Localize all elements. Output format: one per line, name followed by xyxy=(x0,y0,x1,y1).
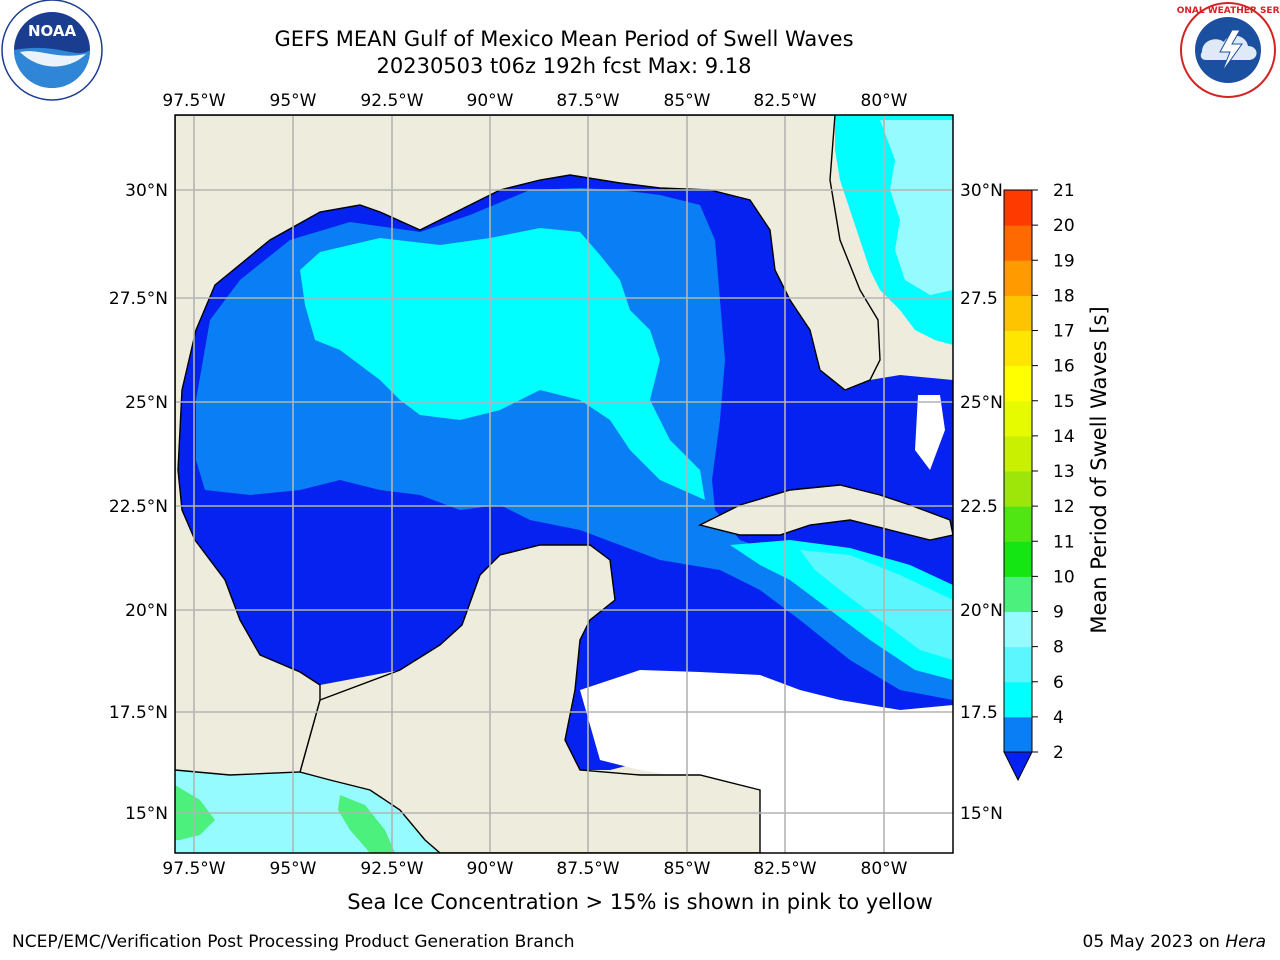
lon-label-bottom: 97.5°W xyxy=(162,859,225,879)
lon-label-bottom: 80°W xyxy=(861,859,908,879)
lon-label-top: 97.5°W xyxy=(162,91,225,111)
top-longitude-labels: 97.5°W 95°W 92.5°W 90°W 87.5°W 85°W 82.5°W 80°W xyxy=(162,91,907,111)
lon-label-bottom: 82.5°W xyxy=(753,859,816,879)
lon-label-bottom: 85°W xyxy=(664,859,711,879)
colorbar-segment xyxy=(1004,646,1032,683)
colorbar-tick-label: 10 xyxy=(1053,567,1075,587)
colorbar-tick-label: 20 xyxy=(1053,216,1075,236)
colorbar-tick-label: 11 xyxy=(1053,532,1075,552)
lon-label-top: 92.5°W xyxy=(360,91,423,111)
lat-label-right: 25°N xyxy=(960,393,1003,413)
colorbar-tick-label: 16 xyxy=(1053,357,1075,377)
colorbar-segment xyxy=(1004,190,1032,226)
colorbar-segment xyxy=(1004,716,1032,753)
lat-label-right: 30°N xyxy=(960,181,1003,201)
svg-text:NOAA: NOAA xyxy=(28,22,77,40)
lon-label-bottom: 95°W xyxy=(270,859,317,879)
colorbar-tick-label: 19 xyxy=(1053,251,1075,271)
lon-label-bottom: 90°W xyxy=(467,859,514,879)
colorbar-segment xyxy=(1004,611,1032,648)
colorbar-tick-label: 9 xyxy=(1053,603,1064,623)
lon-label-top: 90°W xyxy=(467,91,514,111)
colorbar-tick-label: 12 xyxy=(1053,497,1075,517)
colorbar-tick-label: 21 xyxy=(1053,181,1075,201)
colorbar-tick-label: 15 xyxy=(1053,392,1075,412)
colorbar-segment xyxy=(1004,541,1032,577)
colorbar-segment xyxy=(1004,330,1032,367)
lat-label-left: 15°N xyxy=(125,804,168,824)
colorbar-tick-label: 4 xyxy=(1053,708,1064,728)
colorbar-tick-label: 13 xyxy=(1053,462,1075,482)
lat-label-left: 30°N xyxy=(125,181,168,201)
lat-label-right: 20°N xyxy=(960,601,1003,621)
colorbar-segment xyxy=(1004,681,1032,718)
cuba-landmass xyxy=(697,484,953,541)
footer-credit: NCEP/EMC/Verification Post Processing Pr… xyxy=(12,932,575,952)
colorbar-tick-label: 14 xyxy=(1053,427,1075,447)
colorbar-segment xyxy=(1004,225,1032,261)
footer-machine: Hera xyxy=(1225,932,1266,952)
lat-label-right: 17.5 xyxy=(960,703,998,723)
lon-label-bottom: 87.5°W xyxy=(556,859,619,879)
colorbar-segment xyxy=(1004,260,1032,296)
colorbar-segment xyxy=(1004,471,1032,507)
footer-date: 05 May 2023 on Hera xyxy=(1083,932,1267,952)
colorbar-label: Mean Period of Swell Waves [s] xyxy=(1087,306,1111,633)
atlantic-water-period-9 xyxy=(880,120,953,295)
svg-text:NATIONAL WEATHER SERVICE: NATIONAL WEATHER SERVICE xyxy=(1176,6,1280,16)
map-gridlines xyxy=(175,115,953,853)
nws-logo: NATIONAL WEATHER SERVICE xyxy=(1176,2,1280,98)
colorbar: 2 4 6 8 9 10 11 12 13 14 15 16 17 18 19 20 21 xyxy=(1003,181,1075,782)
colorbar-segment xyxy=(1004,576,1032,612)
lon-label-top: 95°W xyxy=(270,91,317,111)
bahamas-no-data xyxy=(915,395,945,470)
lon-label-top: 80°W xyxy=(861,91,908,111)
colorbar-tick-label: 6 xyxy=(1053,673,1064,693)
bottom-longitude-labels: 97.5°W 95°W 92.5°W 90°W 87.5°W 85°W 82.5°W 80°W xyxy=(162,859,907,879)
pacific-water-period-10-b xyxy=(338,795,395,853)
colorbar-segment xyxy=(1004,435,1032,472)
noaa-logo: NOAA xyxy=(1,0,103,101)
lon-label-top: 85°W xyxy=(664,91,711,111)
colorbar-segment xyxy=(1004,365,1032,402)
colorbar-tick-label: 2 xyxy=(1053,743,1064,763)
colorbar-tick-label: 18 xyxy=(1053,286,1075,306)
right-latitude-labels: 30°N 27.5 25°N 22.5 20°N 17.5 15°N xyxy=(960,181,1003,824)
map-plot xyxy=(175,115,953,853)
map-frame xyxy=(174,114,954,854)
lat-label-left: 27.5°N xyxy=(109,289,168,309)
gulf-water-period-6 xyxy=(300,228,705,500)
lat-label-left: 17.5°N xyxy=(109,703,168,723)
lon-label-bottom: 92.5°W xyxy=(360,859,423,879)
lat-label-right: 27.5 xyxy=(960,289,998,309)
left-latitude-labels: 30°N 27.5°N 25°N 22.5°N 20°N 17.5°N 15°N xyxy=(109,181,168,824)
no-data-region xyxy=(580,670,953,853)
colorbar-tick-label: 8 xyxy=(1053,638,1064,658)
lat-label-left: 20°N xyxy=(125,601,168,621)
yucatan-landmass xyxy=(299,544,761,853)
map-subtitle: 20230503 t06z 192h fcst Max: 9.18 xyxy=(376,54,752,78)
lon-label-top: 87.5°W xyxy=(556,91,619,111)
sea-ice-caption: Sea Ice Concentration > 15% is shown in … xyxy=(347,890,933,914)
map-title: GEFS MEAN Gulf of Mexico Mean Period of … xyxy=(274,27,854,51)
lat-label-right: 22.5 xyxy=(960,497,998,517)
colorbar-under-arrow xyxy=(1003,751,1033,782)
colorbar-segment xyxy=(1004,400,1032,437)
footer-date-text: 05 May 2023 on xyxy=(1082,932,1220,952)
colorbar-segment xyxy=(1004,506,1032,542)
colorbar-segment xyxy=(1004,295,1032,331)
caribbean-water-period-8 xyxy=(800,550,953,660)
north-america-landmass xyxy=(175,115,881,776)
lat-label-right: 15°N xyxy=(960,804,1003,824)
colorbar-tick-label: 17 xyxy=(1053,322,1075,342)
lon-label-top: 82.5°W xyxy=(753,91,816,111)
lat-label-left: 25°N xyxy=(125,393,168,413)
lat-label-left: 22.5°N xyxy=(109,497,168,517)
